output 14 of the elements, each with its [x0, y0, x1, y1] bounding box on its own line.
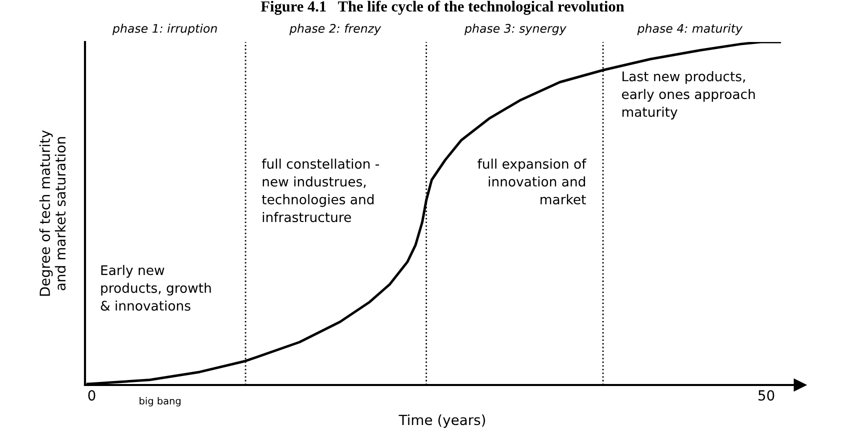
- annotation: full constellation - new industrues, technologies and infrastructure: [262, 158, 379, 222]
- chart-title: Figure 4.1 The life cycle of the technological revolution: [260, 0, 624, 15]
- text: phase 3: synergy: [464, 24, 566, 36]
- x-tick-label: 0: [88, 390, 96, 401]
- y-axis-title: Degree of tech maturity and market saturation: [39, 130, 66, 296]
- text: phase 4: maturity: [637, 24, 743, 36]
- text: phase 1: irruption: [112, 24, 217, 36]
- annotation: full expansion of innovation and market: [478, 158, 586, 204]
- text: phase 2: frenzy: [289, 24, 382, 36]
- x-tick-label: 50: [758, 390, 774, 401]
- annotation: Early new products, growth & innovations: [100, 264, 211, 311]
- annotation: Last new products, early ones approach maturity: [622, 71, 755, 120]
- text: big bang: [140, 397, 180, 406]
- x-axis-title: Time (years): [398, 414, 486, 428]
